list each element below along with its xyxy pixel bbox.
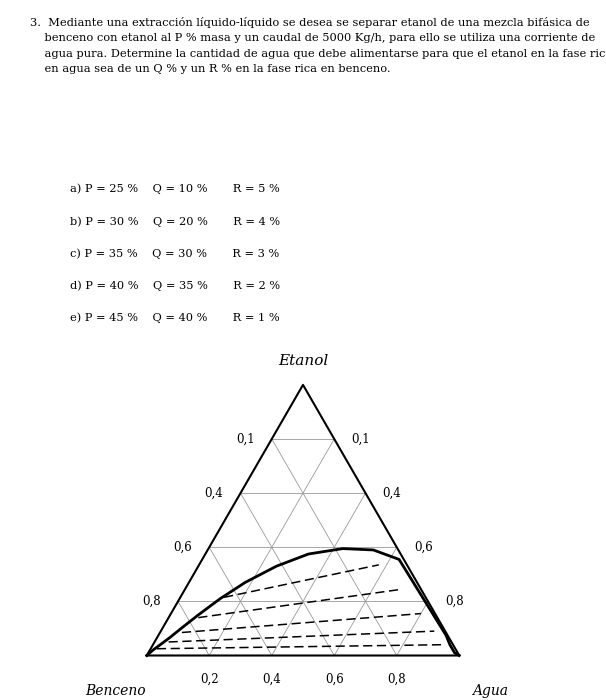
- Text: 0,6: 0,6: [173, 540, 192, 554]
- Text: 0,8: 0,8: [445, 595, 464, 608]
- Text: Benceno: Benceno: [85, 684, 146, 698]
- Text: Etanol: Etanol: [278, 354, 328, 368]
- Text: 0,4: 0,4: [262, 673, 281, 686]
- Text: 3.  Mediante una extracción líquido-líquido se desea se separar etanol de una me: 3. Mediante una extracción líquido-líqui…: [30, 18, 606, 74]
- Text: 0,1: 0,1: [351, 433, 370, 445]
- Text: d) P = 40 %    Q = 35 %       R = 2 %: d) P = 40 % Q = 35 % R = 2 %: [70, 281, 281, 291]
- Text: 0,6: 0,6: [414, 540, 433, 554]
- Text: Agua: Agua: [473, 684, 508, 698]
- Text: c) P = 35 %    Q = 30 %       R = 3 %: c) P = 35 % Q = 30 % R = 3 %: [70, 248, 279, 259]
- Text: 0,4: 0,4: [382, 486, 401, 500]
- Text: 0,1: 0,1: [236, 433, 255, 445]
- Text: b) P = 30 %    Q = 20 %       R = 4 %: b) P = 30 % Q = 20 % R = 4 %: [70, 216, 281, 227]
- Text: 0,8: 0,8: [387, 673, 406, 686]
- Text: 0,6: 0,6: [325, 673, 344, 686]
- Text: 0,8: 0,8: [142, 595, 161, 608]
- Text: a) P = 25 %    Q = 10 %       R = 5 %: a) P = 25 % Q = 10 % R = 5 %: [70, 184, 280, 195]
- Text: e) P = 45 %    Q = 40 %       R = 1 %: e) P = 45 % Q = 40 % R = 1 %: [70, 313, 280, 323]
- Text: 0,4: 0,4: [205, 486, 224, 500]
- Text: 0,2: 0,2: [200, 673, 219, 686]
